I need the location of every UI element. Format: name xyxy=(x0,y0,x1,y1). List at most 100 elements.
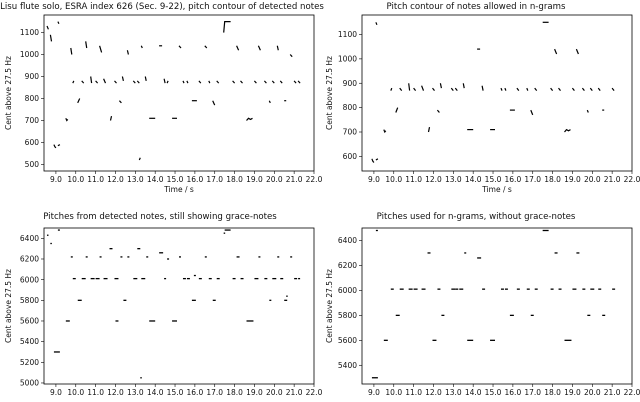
y-tick-label: 5400 xyxy=(338,361,357,370)
x-tick-label: 21.0 xyxy=(286,175,303,184)
pitch-contour xyxy=(436,109,440,113)
y-tick-label: 6400 xyxy=(338,236,357,245)
pitch-contour xyxy=(530,109,534,116)
x-tick-label: 11.0 xyxy=(405,175,422,184)
pitch-contour xyxy=(81,80,85,84)
x-tick-label: 16.0 xyxy=(505,175,522,184)
x-tick-label: 15.0 xyxy=(485,175,502,184)
pitch-contour xyxy=(421,85,425,91)
plot-frame xyxy=(361,227,633,385)
y-tick-label: 5400 xyxy=(20,337,39,346)
pitch-contour xyxy=(526,87,529,91)
plot-frame xyxy=(43,14,315,172)
x-tick-label: 13.0 xyxy=(445,175,462,184)
pitch-contour xyxy=(263,80,267,84)
y-tick-label: 800 xyxy=(25,94,40,103)
y-tick-label: 6000 xyxy=(20,275,39,284)
x-tick-label: 18.0 xyxy=(226,388,243,397)
pitch-contour xyxy=(375,22,378,26)
pitch-contour xyxy=(186,80,189,84)
y-axis-label: Cent above 27.5 Hz xyxy=(325,56,334,130)
x-tick-label: 13.0 xyxy=(127,175,144,184)
x-tick-label: 18.0 xyxy=(544,388,561,397)
y-tick-label: 1100 xyxy=(338,30,357,39)
pitch-contour xyxy=(571,87,575,91)
pitch-contour xyxy=(581,87,585,91)
y-tick-label: 600 xyxy=(25,138,40,147)
y-tick-label: 5800 xyxy=(20,296,39,305)
x-tick-label: 15.0 xyxy=(485,388,502,397)
pitch-contour xyxy=(57,144,61,147)
x-tick-label: 10.0 xyxy=(67,175,84,184)
x-tick-label: 20.0 xyxy=(584,388,601,397)
panel-detected-pitches: Pitches from detected notes, still showi… xyxy=(4,212,323,397)
x-tick-label: 22.0 xyxy=(624,175,640,184)
pitch-contour xyxy=(253,80,257,84)
pitch-contour xyxy=(70,47,73,55)
pitch-contour xyxy=(504,87,507,91)
pitch-contour xyxy=(383,129,387,134)
x-tick-label: 15.0 xyxy=(167,388,184,397)
x-tick-label: 18.0 xyxy=(544,175,561,184)
panel-ngram-pitches: Pitches used for n-grams, without grace-… xyxy=(325,212,640,397)
x-tick-label: 17.0 xyxy=(524,175,541,184)
pitch-contour xyxy=(589,87,593,91)
x-tick-label: 13.0 xyxy=(445,388,462,397)
pitch-contour xyxy=(279,80,283,84)
x-tick-label: 12.0 xyxy=(107,175,124,184)
pitch-contour xyxy=(53,144,57,149)
y-tick-label: 5600 xyxy=(20,317,39,326)
x-tick-label: 9.0 xyxy=(50,388,62,397)
pitch-contour xyxy=(216,80,220,84)
pitch-contour xyxy=(554,48,558,55)
y-axis-ticks: 5000 5200 5400 5600 5800 6000 6200 6400 xyxy=(20,234,44,388)
x-tick-label: 19.0 xyxy=(564,175,581,184)
pitch-contour xyxy=(72,80,75,84)
x-tick-label: 9.0 xyxy=(368,388,380,397)
pitch-contour xyxy=(450,87,454,91)
pitch-contour xyxy=(178,45,182,49)
pitch-contour xyxy=(481,85,484,91)
pitch-contour xyxy=(65,118,69,122)
pitch-contour xyxy=(257,45,261,51)
pitch-contour xyxy=(109,115,113,121)
pitch-contour xyxy=(163,78,166,84)
x-tick-label: 20.0 xyxy=(266,388,283,397)
y-tick-label: 6400 xyxy=(20,234,39,243)
y-tick-label: 5800 xyxy=(338,311,357,320)
x-tick-label: 12.0 xyxy=(425,388,442,397)
y-tick-label: 900 xyxy=(25,72,40,81)
x-tick-label: 16.0 xyxy=(505,388,522,397)
x-axis-ticks: 9.0 10.0 11.0 12.0 13.0 14.0 15.0 16.0 17.0 18.0 1… xyxy=(368,171,640,184)
pitch-contour xyxy=(126,50,129,55)
panel-title: Lisu flute solo, ESRA index 626 (Sec. 9-… xyxy=(0,2,324,12)
pitch-contour xyxy=(371,158,375,163)
pitch-contour xyxy=(427,126,431,133)
x-tick-label: 11.0 xyxy=(87,388,104,397)
y-axis-label: Cent above 27.5 Hz xyxy=(4,269,13,343)
x-tick-label: 12.0 xyxy=(107,388,124,397)
y-tick-label: 5600 xyxy=(338,336,357,345)
x-tick-label: 10.0 xyxy=(67,388,84,397)
y-axis-ticks: 5400 5600 5800 6000 6200 6400 xyxy=(338,236,362,370)
y-tick-label: 6200 xyxy=(20,255,39,264)
x-tick-label: 12.0 xyxy=(425,175,442,184)
pitch-contour xyxy=(390,87,393,91)
pitch-contour xyxy=(439,83,442,89)
pitch-contour xyxy=(121,76,124,82)
y-tick-label: 5200 xyxy=(20,358,39,367)
pitch-contour xyxy=(297,80,301,84)
pitch-contour xyxy=(454,87,458,91)
pitch-contour xyxy=(586,109,589,113)
contour-marks xyxy=(371,21,615,163)
pitch-contour xyxy=(118,100,122,104)
y-tick-label: 900 xyxy=(343,79,358,88)
y-tick-label: 1000 xyxy=(20,50,39,59)
pitch-contour xyxy=(534,87,538,91)
x-tick-label: 10.0 xyxy=(385,175,402,184)
x-tick-label: 17.0 xyxy=(206,388,223,397)
x-tick-label: 19.0 xyxy=(246,388,263,397)
pitch-contour xyxy=(597,87,601,91)
pitch-contour xyxy=(462,83,465,89)
x-tick-label: 21.0 xyxy=(286,388,303,397)
